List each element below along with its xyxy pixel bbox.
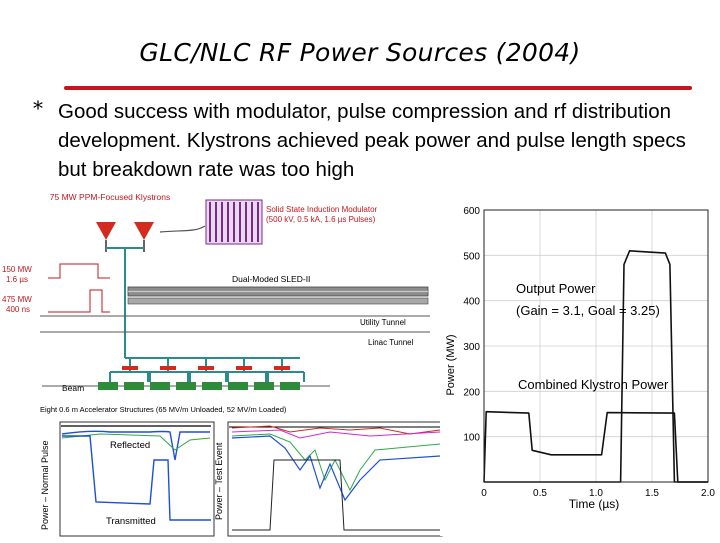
- slide-title: GLC/NLC RF Power Sources (2004): [139, 38, 581, 67]
- klystrons-label-line: 75 MW PPM-Focused Klystrons: [50, 192, 170, 202]
- scope2-trace-black: [232, 459, 440, 531]
- y-tick-label: 500: [463, 251, 480, 262]
- pulse2-waveform: [48, 289, 110, 313]
- scope2-trace-magenta: [231, 429, 441, 439]
- sled-label: Dual-Moded SLED-II: [232, 274, 310, 284]
- utility-tunnel-label: Utility Tunnel: [360, 318, 406, 327]
- scope2-trace-blue: [231, 435, 441, 502]
- scope2-trace-red: [231, 425, 441, 435]
- x-tick-label: 1.0: [589, 488, 603, 499]
- modulator-label: Solid State Induction Modulator: [266, 205, 378, 214]
- y-tick-label: 300: [463, 342, 480, 353]
- title-underline: [64, 86, 692, 90]
- rf-system-schematic: 75 MW PPM-Focused Klystrons Solid State …: [0, 190, 440, 420]
- scope1-transmitted-label: Transmitted: [106, 516, 156, 527]
- y-tick-label: 400: [463, 297, 480, 308]
- x-tick-label: 0: [481, 488, 487, 499]
- series-line-1: [483, 410, 708, 483]
- klystron-icon-1: [96, 222, 116, 240]
- scope1-reflected-label: Reflected: [110, 440, 150, 451]
- modulator-spec: (500 kV, 0.5 kA, 1.6 µs Pulses): [266, 215, 376, 224]
- y-axis-label: Power (MW): [445, 334, 457, 395]
- pulse1-power: 150 MW: [2, 265, 32, 274]
- plot-frame: [483, 209, 709, 483]
- bullet-text: Good success with modulator, pulse compr…: [58, 100, 686, 181]
- structures-label: Eight 0.6 m Accelerator Structures (65 M…: [40, 405, 287, 414]
- annotation-gain: (Gain = 3.1, Goal = 3.25): [516, 303, 660, 318]
- power-vs-time-chart: 600 500 400 300 200 100 0 0.5 1.0 1.5 2.0 Power (M…: [440, 200, 716, 536]
- beam-label: Beam: [62, 383, 84, 393]
- scope-normal-pulse: Power – Normal Pulse Reflected Transmitt…: [40, 420, 216, 538]
- y-tick-label: 100: [463, 433, 480, 444]
- scope2-ylabel: Power – Test Event: [214, 442, 224, 520]
- pulse2-power: 475 MW: [2, 295, 32, 304]
- y-tick-label: 200: [463, 387, 480, 398]
- scope-test-event: Power – Test Event: [210, 420, 446, 538]
- scope2-trace-green: [231, 433, 441, 492]
- linac-tunnel-label: Linac Tunnel: [368, 338, 414, 347]
- x-tick-label: 0.5: [533, 488, 547, 499]
- y-tick-label: 600: [463, 206, 480, 217]
- pulse1-waveform: [48, 263, 110, 279]
- x-tick-label: 1.5: [645, 488, 659, 499]
- x-axis-label: Time (µs): [569, 497, 619, 511]
- accelerator-structures-icon: [98, 382, 300, 390]
- annotation-output-power: Output Power: [516, 281, 596, 296]
- scope1-trace-blue: [61, 430, 210, 461]
- bullet-marker: *: [33, 96, 43, 120]
- annotation-combined-klystron: Combined Klystron Power: [518, 377, 669, 392]
- series-line-2: [484, 249, 708, 483]
- klystron-icon-2: [134, 222, 154, 240]
- pulse1-length: 1.6 µs: [6, 275, 28, 284]
- modulator-coils-icon: [205, 199, 263, 245]
- pulse2-length: 400 ns: [6, 305, 30, 314]
- scope1-ylabel: Power – Normal Pulse: [40, 440, 50, 530]
- scope1-trace-green: [61, 433, 211, 451]
- x-tick-label: 2.0: [701, 488, 715, 499]
- scope1-trace-transmitted: [62, 435, 211, 521]
